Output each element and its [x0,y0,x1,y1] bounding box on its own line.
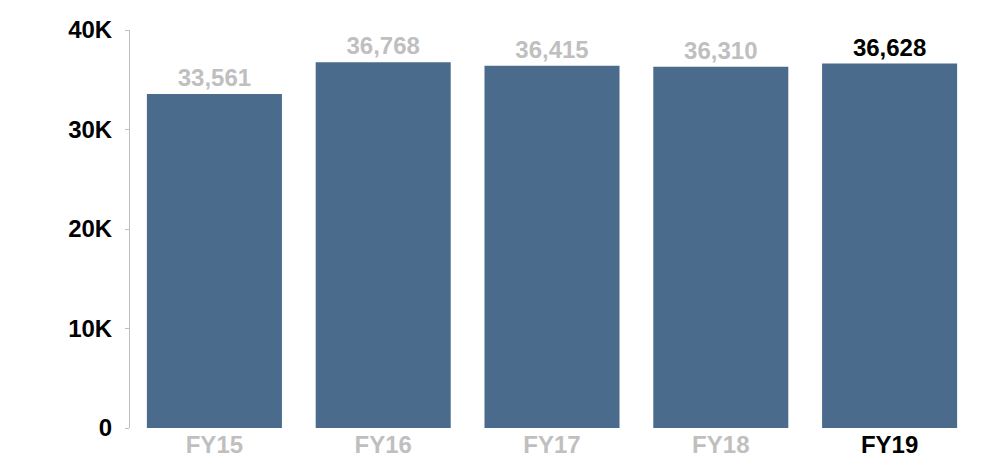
svg-text:36,310: 36,310 [684,37,757,64]
svg-text:36,628: 36,628 [853,34,926,61]
svg-text:FY18: FY18 [692,431,749,458]
svg-text:FY16: FY16 [355,431,412,458]
svg-text:36,768: 36,768 [346,32,419,59]
svg-text:30K: 30K [68,116,113,143]
svg-text:40K: 40K [68,16,113,43]
svg-text:0: 0 [99,414,112,441]
svg-text:36,415: 36,415 [515,36,588,63]
svg-text:10K: 10K [68,315,113,342]
svg-text:20K: 20K [68,215,113,242]
svg-text:FY17: FY17 [523,431,580,458]
svg-text:33,561: 33,561 [178,64,251,91]
svg-text:FY15: FY15 [186,431,243,458]
svg-text:FY19: FY19 [861,431,918,458]
